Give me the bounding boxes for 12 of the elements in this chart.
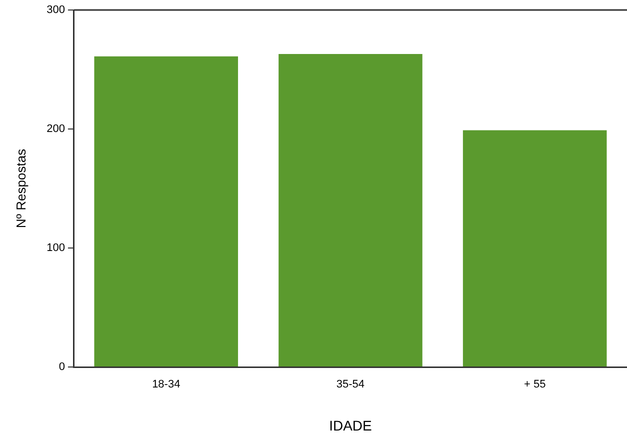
y-tick-label: 100 [46,242,65,254]
y-axis-title: Nº Respostas [13,148,28,228]
y-tick-label: 200 [46,123,65,136]
bar [94,56,238,366]
x-tick-label: 35-54 [336,378,365,391]
bar [462,130,607,366]
x-tick-label: + 55 [524,378,546,391]
x-axis-title: IDADE [329,417,372,434]
y-tick-label: 0 [58,361,65,374]
x-tick-label: 18-34 [152,378,180,391]
y-tick-label: 300 [46,4,65,16]
bar [278,54,422,366]
